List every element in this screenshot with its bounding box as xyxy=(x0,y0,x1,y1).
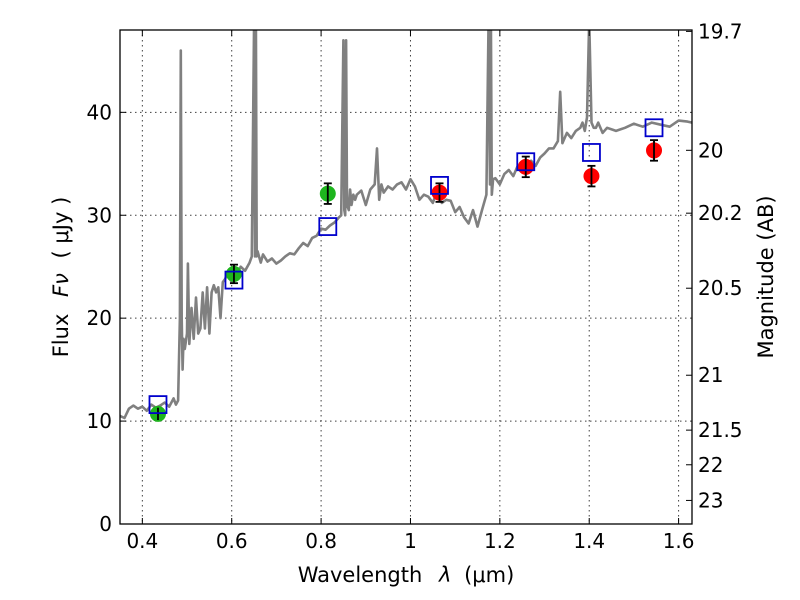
x-tick-label: 0.6 xyxy=(216,529,248,553)
y2-tick-label: 19.7 xyxy=(698,19,743,43)
x-axis-label: Wavelength λ (μm) xyxy=(298,563,515,587)
model-spectrum-line xyxy=(120,30,692,420)
x-tick-label: 0.8 xyxy=(305,529,337,553)
y2-tick-label: 22 xyxy=(698,453,723,477)
x-axis-label-symbol: λ xyxy=(438,563,451,587)
plot-frame xyxy=(119,29,693,525)
y-tick-label: 10 xyxy=(87,409,112,433)
model-photometry-square xyxy=(148,395,168,415)
model-photometry-square xyxy=(644,118,664,138)
model-photometry-square xyxy=(224,270,244,290)
x-axis-label-text: Wavelength xyxy=(298,563,423,587)
y-tick-label: 30 xyxy=(87,203,112,227)
y-axis-label-text: Flux xyxy=(49,314,73,358)
y2-tick-label: 20.2 xyxy=(698,201,743,225)
model-photometry-square xyxy=(318,217,338,236)
y-axis-label-unit: ( μJy ) xyxy=(49,197,73,259)
y2-tick-label: 21.5 xyxy=(698,418,743,442)
model-spectrum xyxy=(120,30,692,420)
y2-tick-label: 23 xyxy=(698,488,723,512)
model-photometry-square xyxy=(582,143,601,162)
y2-tick-label: 20 xyxy=(698,138,723,162)
axis-ticks: 0.4 0.6 0.8 1 1.2 1.4 1.6 0 10 20 30 40 19.7 20 20.2 20… xyxy=(87,19,743,553)
y2-tick-label: 20.5 xyxy=(698,276,743,300)
x-tick-label: 1.6 xyxy=(663,529,695,553)
x-tick-label: 1.2 xyxy=(484,529,516,553)
x-axis-label-unit: (μm) xyxy=(464,563,514,587)
x-tick-label: 0.4 xyxy=(126,529,158,553)
photometry-points xyxy=(148,118,664,422)
y-axis-label: Flux Fν ( μJy ) xyxy=(49,197,73,358)
x-tick-label: 1.4 xyxy=(573,529,605,553)
model-photometry-square xyxy=(516,152,536,172)
y-tick-label: 40 xyxy=(87,100,112,124)
grid xyxy=(120,30,692,524)
x-tick-label: 1 xyxy=(404,529,417,553)
y-tick-label: 20 xyxy=(87,306,112,330)
y-tick-label: 0 xyxy=(99,512,112,536)
model-photometry-square xyxy=(430,176,449,195)
y2-axis-label: Magnitude (AB) xyxy=(754,195,778,358)
y-axis-label-symbol: Fν xyxy=(49,273,73,297)
y2-tick-label: 21 xyxy=(698,363,723,387)
